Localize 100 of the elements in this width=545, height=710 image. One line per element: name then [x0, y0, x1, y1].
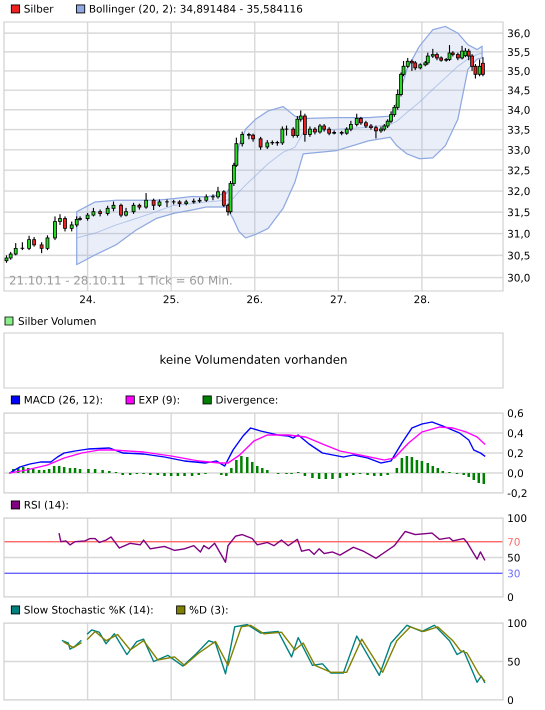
y-tick-label: 32,5 [508, 166, 530, 176]
bar [52, 466, 56, 473]
x-tick-label: 27. [330, 295, 346, 304]
y-tick-label: -0,2 [508, 489, 526, 498]
bar [345, 473, 348, 476]
y-tick-label: 33,5 [508, 126, 530, 135]
legend-label: Bollinger (20, 2): 34,891484 - 35,584116 [90, 4, 302, 15]
candlestick [222, 190, 226, 208]
y-tick-label: 31,0 [508, 230, 530, 239]
y-tick-label: 50 [508, 658, 520, 666]
candlestick [46, 234, 50, 251]
bar [426, 463, 430, 473]
text: Silber Volumen [18, 316, 96, 325]
candlestick [464, 48, 468, 58]
bar [78, 469, 82, 473]
bar [467, 473, 470, 477]
bar [225, 473, 228, 476]
y-tick-label: 0 [508, 593, 514, 602]
candlestick [478, 58, 482, 77]
legend-label: EXP (9): [140, 396, 179, 405]
bar [48, 469, 50, 473]
y-tick-label: 0 [508, 696, 514, 704]
bar [482, 473, 486, 484]
x-tick-label: 24. [80, 295, 95, 304]
bar [318, 473, 320, 479]
y-tick-label: 35,0 [508, 67, 530, 76]
bar [183, 473, 186, 476]
bar [472, 473, 475, 480]
x-tick-label: 25. [164, 295, 178, 304]
bar [170, 473, 172, 476]
bar [240, 456, 243, 473]
bar [190, 473, 194, 476]
y-tick-label: 30 [508, 570, 520, 578]
bar [396, 468, 398, 473]
y-tick-label: 34,0 [508, 106, 530, 115]
legend-label: %D (3): [190, 606, 228, 615]
y-tick-label: 100 [508, 514, 526, 522]
y-tick-label: 34,5 [508, 86, 530, 96]
bar [266, 470, 269, 473]
bar [400, 458, 404, 473]
y-tick-label: 30,5 [508, 252, 530, 261]
y-tick-label: 32,0 [508, 187, 530, 196]
bar [380, 473, 382, 476]
candlestick [240, 131, 244, 148]
candlestick [40, 242, 44, 254]
text: keine Volumendaten vorhanden [160, 354, 346, 364]
candlestick [132, 202, 136, 214]
y-tick-label: 70 [508, 538, 520, 546]
bar [478, 473, 480, 483]
bar [246, 457, 248, 473]
candlestick [481, 56, 485, 77]
bar [74, 468, 76, 473]
bar [94, 469, 96, 473]
y-tick-label: 31,5 [508, 208, 530, 218]
bar [432, 466, 434, 473]
bar [261, 468, 264, 473]
x-tick-label: 26. [247, 295, 262, 304]
legend-label: Divergence: [216, 396, 278, 406]
bar [436, 468, 440, 473]
y-tick-label: 100 [508, 619, 526, 628]
y-tick-label: 30,0 [508, 274, 530, 283]
y-tick-label: 0,6 [508, 409, 524, 418]
line-series [58, 530, 486, 563]
bar [235, 460, 238, 473]
y-tick-label: 35,5 [508, 48, 530, 58]
bar [373, 473, 376, 476]
bar [338, 473, 342, 478]
bar [416, 460, 418, 473]
candlestick [354, 113, 359, 127]
bar [87, 469, 90, 473]
bar [58, 466, 60, 473]
x-tick-label: 28. [414, 295, 430, 304]
bar [176, 473, 180, 476]
y-tick-label: 50 [508, 554, 520, 562]
annotation: 21.10.11 - 28.10.11 1 Tick = 60 Min. [10, 276, 232, 285]
candlestick [410, 58, 414, 72]
candlestick [460, 45, 464, 60]
bar [406, 456, 408, 473]
candlestick [106, 205, 110, 216]
bar [101, 470, 104, 473]
bar [62, 467, 66, 473]
bar [163, 473, 166, 476]
bar [311, 473, 314, 478]
y-tick-label: 0,0 [508, 469, 524, 478]
bar [420, 461, 424, 473]
bar [42, 470, 46, 473]
y-tick-label: 0,2 [508, 449, 523, 458]
bar [250, 462, 254, 473]
bar [324, 473, 328, 479]
bar [68, 468, 72, 473]
bar [304, 473, 306, 476]
bar [256, 466, 259, 473]
legend-label: Silber [24, 4, 54, 13]
y-tick-label: 33,0 [508, 146, 530, 155]
legend-label: MACD (26, 12): [24, 396, 102, 405]
candlestick [144, 192, 148, 210]
candlestick [112, 200, 116, 212]
bar [38, 470, 40, 473]
candlestick [448, 44, 452, 62]
bar [331, 473, 334, 479]
